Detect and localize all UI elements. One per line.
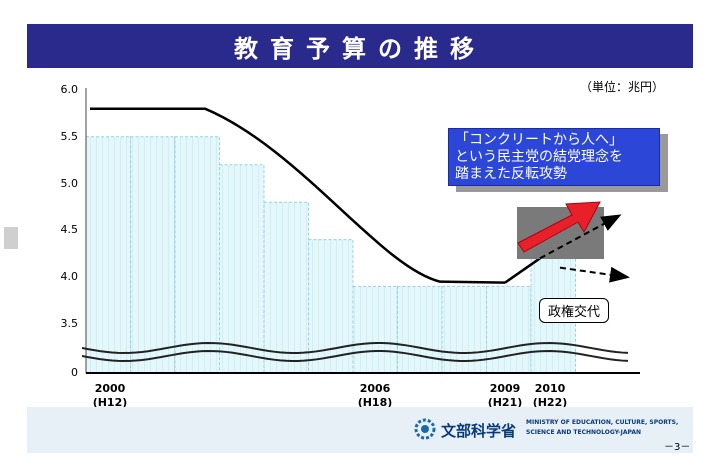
x-tick-era: (H18)	[357, 396, 393, 409]
y-tick-label: 3.5	[60, 316, 79, 330]
bar	[263, 201, 309, 374]
x-tick-label: 2000 (H12)	[88, 382, 132, 410]
x-tick-year: 2010	[534, 382, 566, 395]
bar	[352, 285, 398, 374]
regime-change-label: 政権交代	[539, 298, 610, 323]
post-change-line	[504, 257, 541, 284]
bar	[130, 136, 176, 374]
callout-line-1: 「コンクリートから人へ」	[455, 132, 623, 148]
bar	[85, 136, 131, 374]
ministry-name: MINISTRY OF EDUCATION, CULTURE, SPORTS, …	[526, 418, 696, 438]
x-tick-label: 2009 (H21)	[483, 382, 527, 410]
y-tick-label: 5.5	[60, 129, 79, 143]
x-tick-year: 2009	[489, 382, 521, 395]
callout-box: 「コンクリートから人へ」 という民主党の結党理念を 踏まえた反転攻勢	[448, 128, 660, 186]
title-banner: 教育予算の推移	[27, 24, 693, 68]
red-up-arrow	[517, 201, 601, 253]
bar	[308, 239, 354, 374]
callout-line-3: 踏まえた反転攻勢	[455, 166, 567, 182]
y-tick-label: 6.0	[60, 83, 79, 96]
org-name: 文部科学省	[441, 422, 517, 440]
y-tick-label: 0	[71, 366, 78, 379]
y-tick-label: 5.0	[60, 176, 79, 190]
trend-curve	[90, 107, 506, 284]
ministry-line-2: SCIENCE AND TECHNOLOGY-JAPAN	[526, 429, 641, 436]
bar	[219, 164, 265, 374]
ministry-line-1: MINISTRY OF EDUCATION, CULTURE, SPORTS,	[526, 419, 679, 426]
projection-flat-arrow	[559, 266, 630, 283]
bar	[441, 285, 487, 374]
x-tick-era: (H21)	[487, 396, 523, 409]
projection-up-arrow	[539, 214, 622, 260]
x-tick-year: 2006	[359, 382, 391, 395]
axis-break-line	[81, 350, 629, 362]
unit-label: （単位：兆円）	[580, 80, 665, 94]
page-title: 教育予算の推移	[234, 34, 486, 63]
bar	[174, 136, 220, 374]
page-number: －3－	[664, 442, 691, 453]
x-tick-label: 2006 (H18)	[353, 382, 397, 410]
callout-line-2: という民主党の結党理念を	[455, 149, 623, 165]
axis-break-line	[81, 342, 629, 354]
y-tick-label: 4.0	[60, 270, 79, 283]
side-tab[interactable]	[4, 227, 18, 249]
x-tick-year: 2000	[94, 382, 126, 395]
bar	[486, 285, 532, 374]
x-tick-era: (H22)	[532, 396, 568, 409]
bar	[397, 285, 443, 374]
mext-logo-icon	[414, 418, 436, 440]
y-tick-label: 4.5	[60, 223, 79, 237]
footer-bar	[27, 407, 693, 453]
x-tick-label: 2010 (H22)	[528, 382, 572, 410]
x-tick-era: (H12)	[92, 396, 128, 409]
